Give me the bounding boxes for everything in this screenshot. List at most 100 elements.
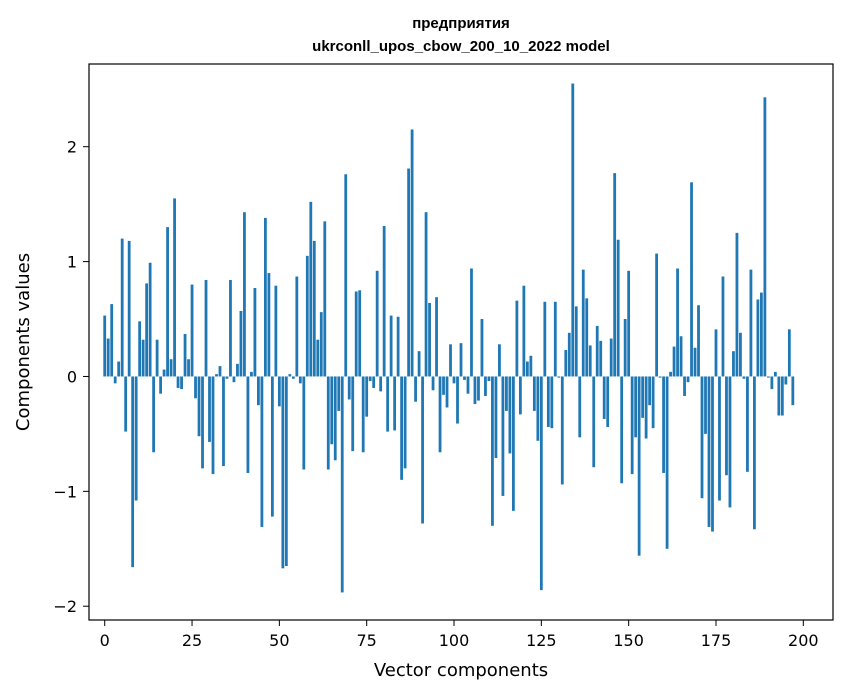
x-tick-label: 100	[439, 631, 470, 650]
x-tick-label: 200	[788, 631, 819, 650]
x-axis-label: Vector components	[374, 660, 548, 681]
y-tick-label: 1	[67, 253, 77, 272]
bar-18	[166, 227, 169, 377]
bar-66	[333, 376, 337, 461]
bar-197	[791, 376, 795, 406]
bar-146	[613, 173, 617, 377]
bar-192	[773, 371, 777, 377]
bar-57	[302, 376, 306, 470]
bar-22	[180, 376, 183, 390]
bar-119	[518, 376, 522, 415]
bar-136	[578, 376, 582, 438]
bar-87	[407, 168, 410, 377]
bar-54	[291, 376, 295, 379]
bar-68	[340, 376, 344, 593]
bar-92	[424, 212, 428, 377]
bar-131	[560, 376, 564, 485]
bar-30	[208, 376, 211, 442]
y-tick-label: 2	[67, 138, 77, 157]
bar-171	[700, 376, 704, 499]
bar-74	[361, 376, 365, 453]
bar-11	[141, 339, 145, 377]
bar-127	[546, 376, 550, 428]
bar-75	[365, 376, 369, 417]
bar-35	[225, 376, 229, 379]
bar-5	[120, 238, 124, 377]
bar-128	[550, 376, 554, 429]
bar-114	[501, 376, 505, 496]
bar-34	[222, 376, 225, 467]
bar-148	[620, 376, 624, 484]
bar-38	[236, 363, 239, 377]
bar-2	[110, 304, 114, 377]
bar-40	[243, 212, 246, 377]
bar-118	[515, 300, 519, 377]
bar-43	[253, 288, 257, 377]
bar-154	[641, 376, 645, 418]
bar-187	[756, 299, 760, 377]
bar-125	[539, 376, 543, 591]
bar-194	[780, 376, 784, 416]
bar-98	[445, 376, 449, 408]
bar-173	[707, 376, 711, 527]
bar-162	[669, 371, 672, 377]
bar-107	[477, 376, 480, 401]
bar-180	[732, 351, 735, 377]
x-tick-label: 125	[526, 631, 557, 650]
bar-160	[662, 376, 665, 473]
bar-149	[623, 319, 627, 377]
bar-156	[648, 376, 652, 406]
bar-81	[386, 376, 390, 432]
plot-frame	[88, 63, 834, 621]
bar-12	[145, 283, 149, 377]
bar-191	[770, 376, 774, 390]
bar-103	[463, 376, 466, 380]
bar-141	[595, 325, 599, 377]
bar-77	[372, 376, 376, 388]
bar-62	[319, 312, 323, 377]
bar-117	[512, 376, 515, 511]
bar-151	[630, 376, 634, 475]
bar-112	[494, 376, 498, 459]
bar-53	[288, 374, 292, 377]
bar-166	[683, 376, 686, 396]
bar-181	[735, 232, 739, 377]
bar-161	[665, 376, 669, 549]
bar-86	[403, 376, 407, 469]
bar-24	[187, 359, 190, 377]
bar-91	[421, 376, 424, 524]
bar-178	[725, 376, 728, 476]
x-tick-label: 0	[100, 631, 110, 650]
bar-49	[274, 285, 278, 377]
bar-163	[672, 346, 676, 377]
bar-186	[753, 376, 756, 530]
bar-20	[173, 198, 176, 377]
bar-175	[714, 329, 718, 377]
bar-183	[742, 376, 746, 379]
bar-105	[470, 268, 473, 377]
bar-142	[599, 340, 603, 377]
bar-84	[396, 316, 400, 377]
bar-174	[711, 376, 714, 532]
bar-44	[257, 376, 260, 406]
bar-108	[480, 319, 484, 377]
bar-150	[627, 270, 631, 377]
bar-116	[508, 376, 512, 454]
bar-189	[763, 97, 767, 377]
bar-36	[229, 279, 232, 377]
bar-70	[347, 376, 351, 400]
bar-37	[232, 376, 236, 383]
bar-21	[176, 376, 180, 388]
bar-1	[106, 338, 110, 377]
bar-113	[498, 344, 501, 377]
bar-69	[344, 174, 348, 377]
bar-152	[634, 376, 638, 438]
bar-71	[351, 376, 355, 452]
bar-8	[131, 376, 135, 568]
bar-50	[277, 376, 281, 407]
y-tick-label: −1	[53, 482, 77, 501]
bar-0	[103, 315, 107, 377]
bar-96	[438, 376, 442, 453]
bar-58	[305, 255, 309, 377]
bar-137	[581, 269, 585, 377]
